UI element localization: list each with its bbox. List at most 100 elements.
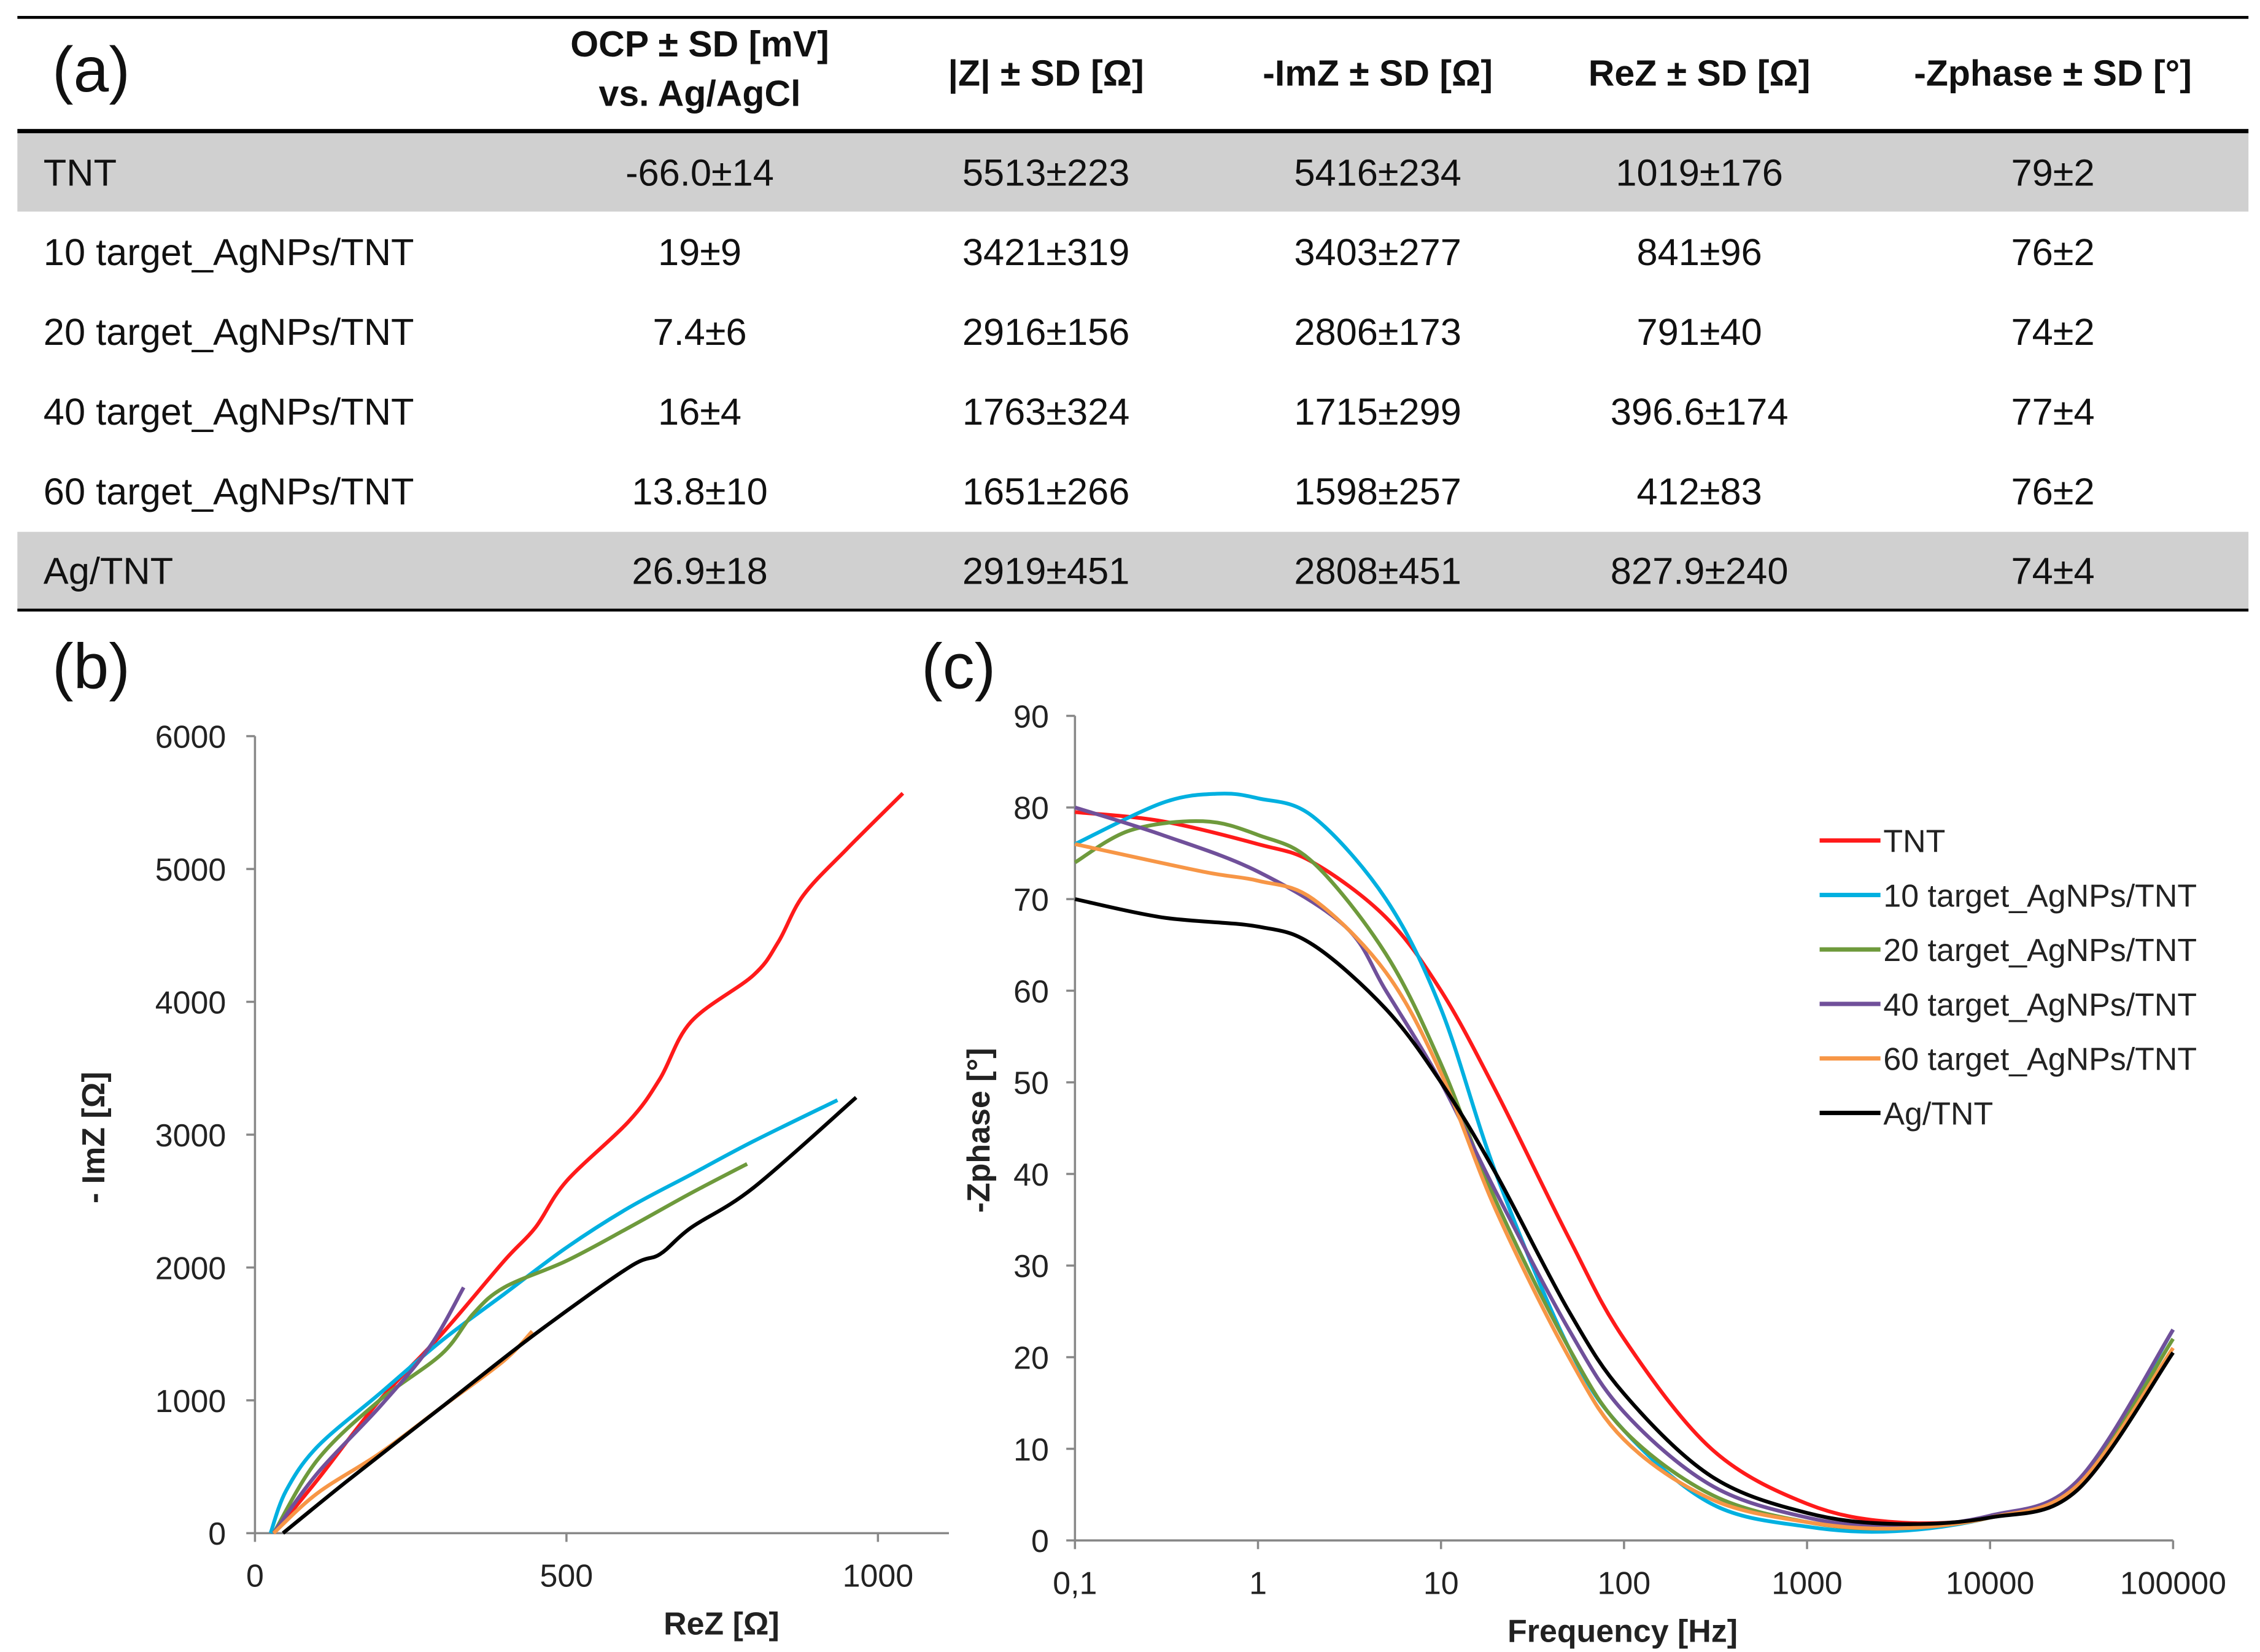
x-tick-label: 1000 [1771,1566,1842,1602]
y-tick-label: 50 [1013,1066,1049,1102]
table-cell: 79±2 [2011,150,2095,194]
table-cell: 1715±299 [1294,389,1461,433]
y-axis-label: -Zphase [°] [961,1048,997,1213]
legend-label: 10 target_AgNPs/TNT [1883,878,2197,914]
y-tick-label: 0 [208,1516,226,1552]
table-cell: 7.4±6 [652,309,747,353]
table-cell: 1651±266 [962,468,1130,512]
series-line-40-target-agnps-tnt [1074,805,2175,1529]
x-tick-label: 100 [1598,1566,1651,1602]
table-row: 60 target_AgNPs/TNT 13.8±10 1651±266 1598±2… [17,452,2248,531]
x-tick-label: 1000 [843,1559,913,1594]
table-cell: 2808±451 [1294,548,1461,592]
legend-label: 20 target_AgNPs/TNT [1883,933,2197,968]
table-cell: 16±4 [657,389,742,433]
series-line-10-target-agnps-tnt [268,1098,838,1534]
series-line-ag-tnt [282,1096,857,1535]
row-label: 40 target_AgNPs/TNT [43,389,414,433]
row-label: Ag/TNT [43,548,174,592]
x-tick-label: 1 [1249,1566,1267,1602]
table-cell: 3421±319 [962,230,1130,274]
table-cell: 26.9±18 [632,548,768,592]
table-cell: 3403±277 [1294,230,1461,274]
table-row: TNT -66.0±14 5513±223 5416±234 1019±176 79±2 [17,133,2249,212]
table-cell: 13.8±10 [632,468,768,512]
table-cell: 1019±176 [1616,150,1783,194]
table-cell: 791±40 [1636,309,1762,353]
table-row: 20 target_AgNPs/TNT 7.4±6 2916±156 2806±173… [17,293,2248,371]
row-label: TNT [43,150,117,194]
legend-label: Ag/TNT [1883,1096,1993,1132]
y-tick-label: 30 [1013,1249,1049,1284]
table-cell: 2806±173 [1294,309,1461,353]
header-ocp-line1: OCP ± SD [mV] [570,25,829,66]
y-axis-label: - ImZ [Ω] [76,1071,112,1203]
row-label: 20 target_AgNPs/TNT [43,309,414,353]
table-header-rule [17,129,2249,134]
y-tick-label: 0 [1031,1524,1049,1559]
table-row: 40 target_AgNPs/TNT 16±4 1763±324 1715±299 3… [17,372,2248,451]
y-tick-label: 2000 [155,1251,226,1286]
legend-label: 60 target_AgNPs/TNT [1883,1042,2197,1078]
header-ocp-line2: vs. Ag/AgCl [598,74,801,115]
table-cell: 76±2 [2011,468,2095,512]
table-row: 10 target_AgNPs/TNT 19±9 3421±319 3403±277 8… [17,213,2248,291]
header-imz: -ImZ ± SD [Ω] [1263,53,1493,95]
table-cell: 74±2 [2011,309,2095,353]
legend-label: TNT [1883,824,1945,859]
series-line-tnt [272,792,905,1535]
header-zphase: -Zphase ± SD [°] [1914,53,2192,95]
table-cell: 841±96 [1636,230,1762,274]
table-cell: 1763±324 [962,389,1130,433]
x-tick-label: 10 [1423,1566,1459,1602]
x-axis-label: ReZ [Ω] [664,1607,780,1642]
y-tick-label: 80 [1013,791,1049,827]
panel-label-c: (c) [921,631,996,703]
series-line-20-target-agnps-tnt [272,1162,748,1534]
x-tick-label: 0,1 [1053,1566,1097,1602]
y-tick-label: 3000 [155,1118,226,1154]
table-cell: 396.6±174 [1610,389,1789,433]
row-label: 10 target_AgNPs/TNT [43,230,414,274]
y-tick-label: 40 [1013,1157,1049,1193]
series-line-40-target-agnps-tnt [272,1286,466,1535]
y-tick-label: 4000 [155,985,226,1021]
x-tick-label: 500 [540,1559,594,1594]
table-cell: 5513±223 [962,150,1130,194]
table-cell: 5416±234 [1294,150,1461,194]
header-rez: ReZ ± SD [Ω] [1588,53,1811,95]
table-cell: 77±4 [2011,389,2095,433]
legend-label: 40 target_AgNPs/TNT [1883,987,2197,1023]
panel-label-b: (b) [52,631,130,703]
y-tick-label: 20 [1013,1340,1049,1376]
header-absz: |Z| ± SD [Ω] [948,53,1144,95]
header-ocp: OCP ± SD [mV] vs. Ag/AgCl [570,20,829,119]
y-tick-label: 90 [1013,699,1049,735]
table-top-rule [17,15,2249,19]
table-row: Ag/TNT 26.9±18 2919±451 2808±451 827.9±240 74… [17,531,2249,611]
y-tick-label: 6000 [155,719,226,755]
x-axis-label: Frequency [Hz] [1507,1613,1738,1649]
y-tick-label: 10 [1013,1432,1049,1468]
table-cell: 2916±156 [962,309,1130,353]
table-bottom-rule [17,608,2249,612]
table-cell: 827.9±240 [1610,548,1789,592]
y-tick-label: 5000 [155,852,226,888]
series-line-ag-tnt [1074,897,2175,1526]
x-tick-label: 0 [246,1559,264,1594]
y-tick-label: 70 [1013,882,1049,918]
table-cell: -66.0±14 [625,150,774,194]
table-cell: 412±83 [1636,468,1762,512]
y-tick-label: 60 [1013,974,1049,1009]
table-cell: 76±2 [2011,230,2095,274]
table-cell: 1598±257 [1294,468,1461,512]
series-line-tnt [1075,810,2175,1526]
row-label: 60 target_AgNPs/TNT [43,468,414,512]
table-cell: 74±4 [2011,548,2095,592]
x-tick-label: 100000 [2120,1566,2226,1602]
y-tick-label: 1000 [155,1384,226,1419]
panel-label-a: (a) [52,34,130,106]
